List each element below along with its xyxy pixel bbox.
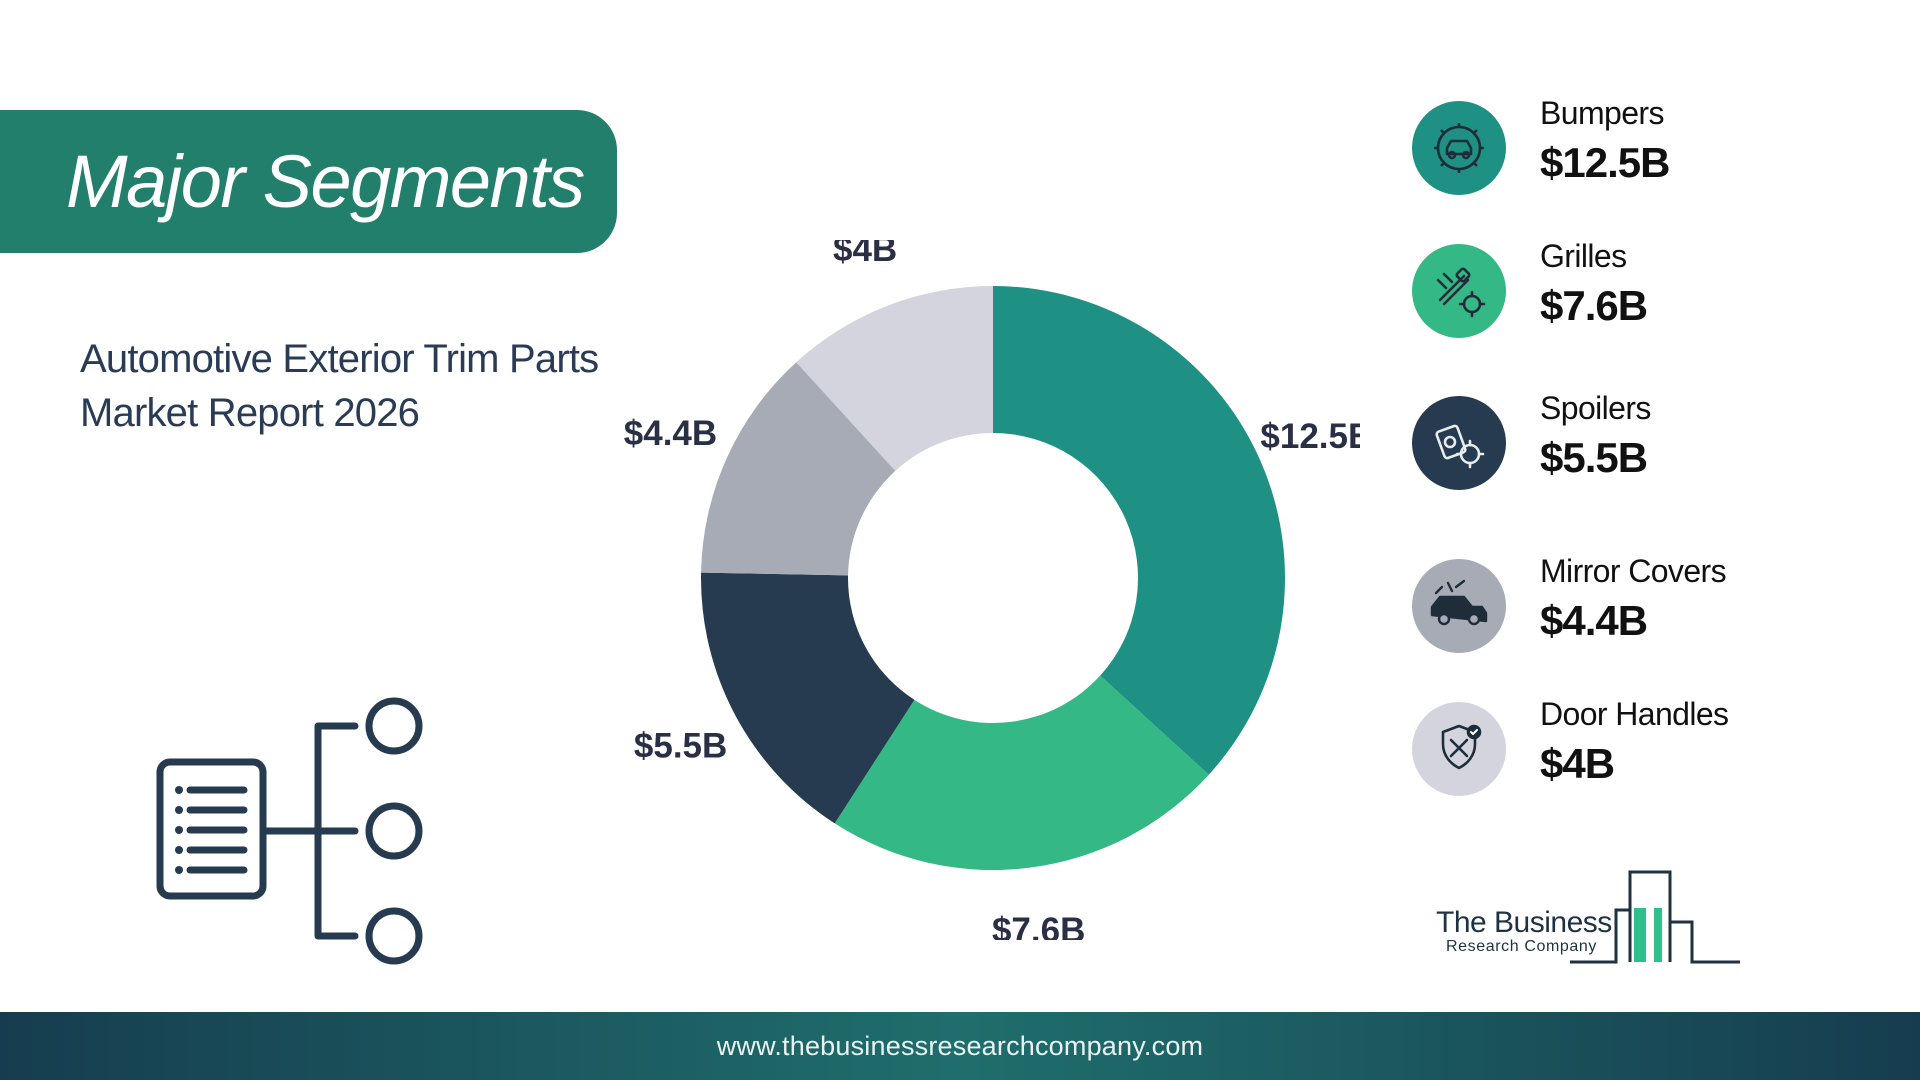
legend-value: $4.4B bbox=[1540, 597, 1648, 644]
title-banner: Major Segments bbox=[0, 110, 617, 253]
subtitle-line-1: Automotive Exterior Trim Parts bbox=[80, 337, 599, 381]
donut-slice-mirror-covers bbox=[701, 362, 896, 576]
donut-data-label: $4B bbox=[833, 240, 897, 269]
gear-car-icon bbox=[1412, 101, 1506, 195]
donut-slice-grilles bbox=[834, 675, 1209, 870]
legend-value: $7.6B bbox=[1540, 282, 1648, 329]
legend-item-mirror-covers: Mirror Covers $4.4B bbox=[1410, 553, 1890, 663]
brand-mark bbox=[1570, 870, 1740, 964]
legend-value: $12.5B bbox=[1540, 139, 1670, 186]
legend-item-spoilers: Spoilers $5.5B bbox=[1410, 390, 1890, 500]
brand-name: The Business bbox=[1436, 906, 1612, 939]
donut-data-label: $4.4B bbox=[624, 414, 717, 453]
donut-chart: $12.5B $7.6B $5.5B $4.4B $4B bbox=[624, 240, 1360, 940]
oil-gear-icon bbox=[1412, 396, 1506, 490]
parts-gear-icon bbox=[1412, 244, 1506, 338]
footer-url[interactable]: www.thebusinessresearchcompany.com bbox=[716, 1030, 1204, 1061]
report-subtitle: Automotive Exterior Trim Parts Market Re… bbox=[80, 332, 640, 440]
footer-bar: www.thebusinessresearchcompany.com bbox=[0, 1012, 1920, 1080]
legend-item-bumpers: Bumpers $12.5B bbox=[1410, 95, 1890, 205]
legend-value: $5.5B bbox=[1540, 434, 1648, 481]
donut-slice-bumpers bbox=[993, 286, 1285, 775]
legend-name: Door Handles bbox=[1540, 696, 1729, 732]
legend-value: $4B bbox=[1540, 740, 1615, 787]
legend-item-door-handles: Door Handles $4B bbox=[1410, 696, 1890, 806]
brand-logo: The Business Research Company bbox=[1430, 870, 1760, 966]
shield-tools-icon bbox=[1412, 702, 1506, 796]
legend-name: Grilles bbox=[1540, 238, 1627, 274]
donut-data-label: $12.5B bbox=[1260, 417, 1360, 456]
legend-name: Spoilers bbox=[1540, 390, 1651, 426]
brand-subtitle: Research Company bbox=[1446, 938, 1597, 955]
legend-name: Mirror Covers bbox=[1540, 553, 1727, 589]
donut-data-label: $5.5B bbox=[634, 727, 727, 766]
page-title: Major Segments bbox=[66, 140, 585, 223]
car-repair-icon bbox=[1412, 559, 1506, 653]
legend-item-grilles: Grilles $7.6B bbox=[1410, 238, 1890, 348]
donut-slice-spoilers bbox=[701, 572, 915, 824]
subtitle-line-2: Market Report 2026 bbox=[80, 391, 420, 435]
donut-slice-door-handles bbox=[796, 286, 993, 471]
donut-data-label: $7.6B bbox=[992, 911, 1085, 940]
legend-name: Bumpers bbox=[1540, 95, 1664, 131]
segment-tree-icon bbox=[156, 697, 423, 965]
